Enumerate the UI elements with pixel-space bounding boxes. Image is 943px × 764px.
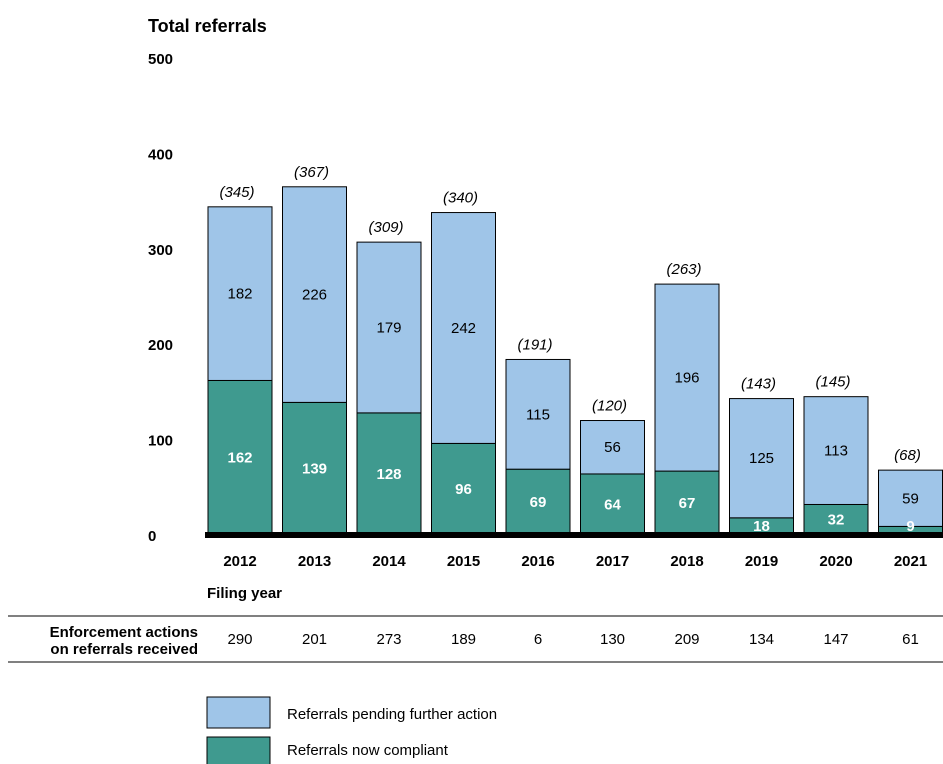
data-label-compliant: 128 — [376, 466, 401, 483]
data-label-compliant: 64 — [604, 496, 621, 513]
data-label-total: (191) — [517, 336, 552, 353]
data-label-pending: 226 — [302, 287, 327, 304]
y-tick-label: 200 — [148, 337, 173, 354]
bar-segment-compliant — [803, 503, 869, 536]
data-label-compliant: 18 — [753, 518, 770, 535]
bar-segment-pending — [505, 358, 571, 470]
enforcement-value: 130 — [600, 631, 625, 648]
bar-segment-pending — [729, 398, 794, 519]
enforcement-value: 209 — [674, 631, 699, 648]
enforcement-value: 6 — [534, 631, 542, 648]
x-axis-title: Filing year — [207, 585, 282, 602]
x-tick-label: 2018 — [670, 553, 703, 570]
data-label-pending: 196 — [674, 370, 699, 387]
bar-segment-pending — [431, 212, 496, 444]
bar-segment-compliant — [580, 473, 645, 536]
enforcement-value: 201 — [302, 631, 327, 648]
data-label-total: (367) — [294, 164, 329, 181]
x-tick-label: 2017 — [596, 553, 629, 570]
data-label-pending: 182 — [227, 286, 252, 303]
x-tick-label: 2016 — [521, 553, 554, 570]
data-label-compliant: 162 — [227, 450, 252, 467]
x-tick-label: 2013 — [298, 553, 331, 570]
data-label-compliant: 9 — [906, 518, 914, 535]
enforcement-label-line1: Enforcement actions — [50, 624, 198, 641]
data-label-compliant: 139 — [302, 461, 327, 478]
data-label-total: (120) — [592, 398, 627, 415]
legend-swatch-compliant — [206, 736, 271, 764]
x-tick-label: 2015 — [447, 553, 480, 570]
enforcement-value: 189 — [451, 631, 476, 648]
data-label-pending: 59 — [902, 490, 919, 507]
y-tick-label: 500 — [148, 51, 173, 68]
data-label-pending: 56 — [604, 439, 621, 456]
bar-segment-pending — [282, 186, 347, 403]
bar-segment-pending — [803, 396, 869, 505]
y-axis-title: Total referrals — [148, 16, 267, 36]
data-label-pending: 113 — [824, 443, 848, 460]
enforcement-value: 290 — [227, 631, 252, 648]
x-tick-label: 2021 — [894, 553, 927, 570]
bar-segment-compliant — [356, 412, 422, 536]
bar-segment-pending — [356, 241, 422, 414]
data-label-pending: 125 — [749, 450, 774, 467]
enforcement-values: 290 201 273 189 6 130 209 134 147 61 — [227, 631, 918, 648]
y-tick-label: 100 — [148, 433, 173, 450]
x-axis-categories: 2012 2013 2014 2015 2016 2017 2018 2019 2020 2021 — [223, 553, 927, 570]
bar-segment-pending — [580, 420, 645, 475]
data-label-total: (263) — [666, 261, 701, 278]
x-tick-label: 2014 — [372, 553, 406, 570]
data-label-total: (143) — [741, 376, 776, 393]
data-label-compliant: 69 — [530, 494, 547, 511]
legend-label-compliant: Referrals now compliant — [287, 742, 449, 759]
legend-label-pending: Referrals pending further action — [287, 706, 497, 723]
bars: 162 182 (345) 139 226 (367) 128 179 (309) 96 242 (3… — [207, 164, 943, 536]
enforcement-value: 147 — [823, 631, 848, 648]
data-label-pending: 242 — [451, 320, 476, 337]
y-tick-label: 400 — [148, 146, 173, 163]
legend-swatch-pending — [206, 696, 271, 729]
enforcement-label-line2: on referrals received — [50, 641, 198, 658]
x-tick-label: 2019 — [745, 553, 778, 570]
data-label-pending: 115 — [526, 406, 550, 423]
y-tick-label: 300 — [148, 242, 173, 259]
y-tick-label: 0 — [148, 528, 156, 545]
bar-segment-compliant — [207, 379, 273, 536]
bar-segment-pending — [207, 206, 273, 381]
enforcement-value: 273 — [376, 631, 401, 648]
bar-segment-pending — [654, 283, 720, 472]
data-label-pending: 179 — [376, 320, 401, 337]
data-label-total: (68) — [894, 447, 921, 464]
data-label-compliant: 67 — [679, 495, 696, 512]
data-label-total: (145) — [815, 374, 850, 391]
x-axis-baseline — [205, 532, 943, 538]
data-label-total: (309) — [368, 219, 403, 236]
data-label-total: (340) — [443, 190, 478, 207]
enforcement-value: 134 — [749, 631, 774, 648]
y-axis-ticks: 0 100 200 300 400 500 — [148, 51, 173, 545]
x-tick-label: 2012 — [223, 553, 256, 570]
data-label-total: (345) — [219, 184, 254, 201]
enforcement-value: 61 — [902, 631, 919, 648]
data-label-compliant: 96 — [455, 481, 472, 498]
x-tick-label: 2020 — [819, 553, 852, 570]
data-label-compliant: 32 — [828, 512, 845, 529]
